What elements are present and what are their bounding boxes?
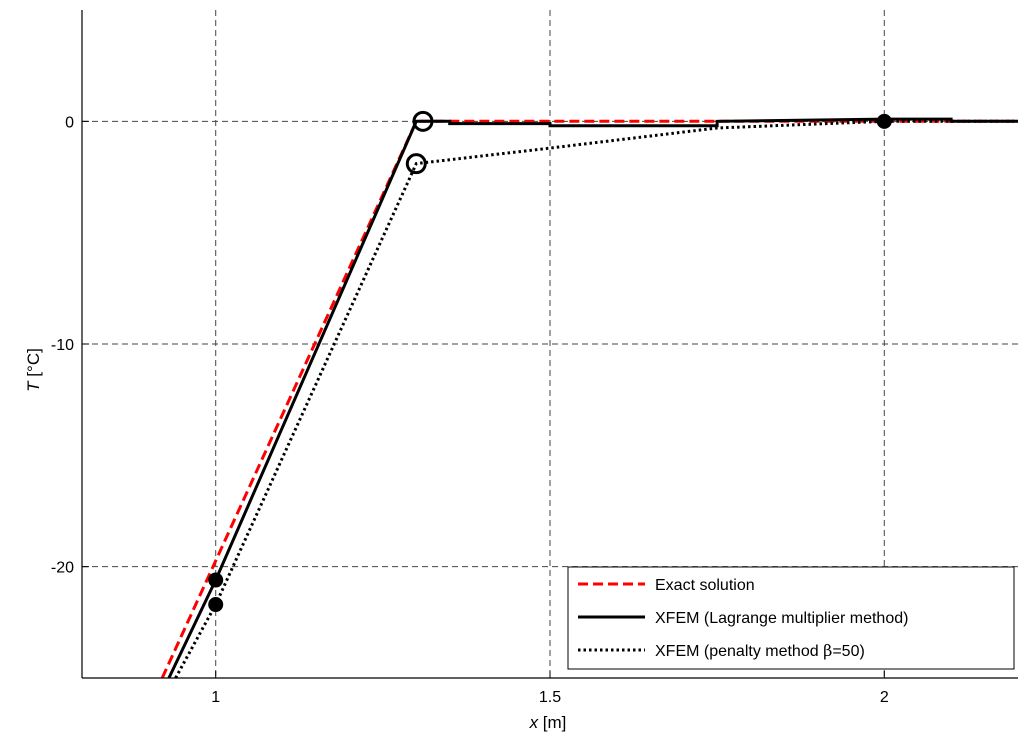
filled-marker bbox=[208, 597, 224, 613]
filled-marker bbox=[208, 572, 224, 588]
marker-layer bbox=[208, 110, 892, 613]
y-axis-label: T [°C] bbox=[24, 348, 43, 392]
x-tick-label: 1 bbox=[211, 689, 220, 706]
filled-marker bbox=[876, 113, 892, 129]
x-tick-label: 1.5 bbox=[539, 689, 561, 706]
legend-label-penalty: XFEM (penalty method β=50) bbox=[655, 641, 865, 660]
y-tick-label: -10 bbox=[51, 337, 74, 354]
legend: Exact solution XFEM (Lagrange multiplier… bbox=[567, 566, 1015, 670]
tick-labels: 1 1.5 2 -20 -10 0 bbox=[51, 114, 889, 706]
y-tick-label: 0 bbox=[65, 114, 74, 131]
x-axis-label: x [m] bbox=[529, 713, 567, 732]
open-marker bbox=[405, 153, 427, 175]
legend-label-exact: Exact solution bbox=[655, 577, 755, 594]
axes bbox=[81, 10, 1018, 679]
x-tick-label: 2 bbox=[880, 689, 889, 706]
open-marker bbox=[412, 110, 434, 132]
series-xfem-lagrange bbox=[167, 117, 1018, 679]
legend-label-lagrange: XFEM (Lagrange multiplier method) bbox=[655, 610, 908, 627]
y-tick-label: -20 bbox=[51, 560, 74, 577]
